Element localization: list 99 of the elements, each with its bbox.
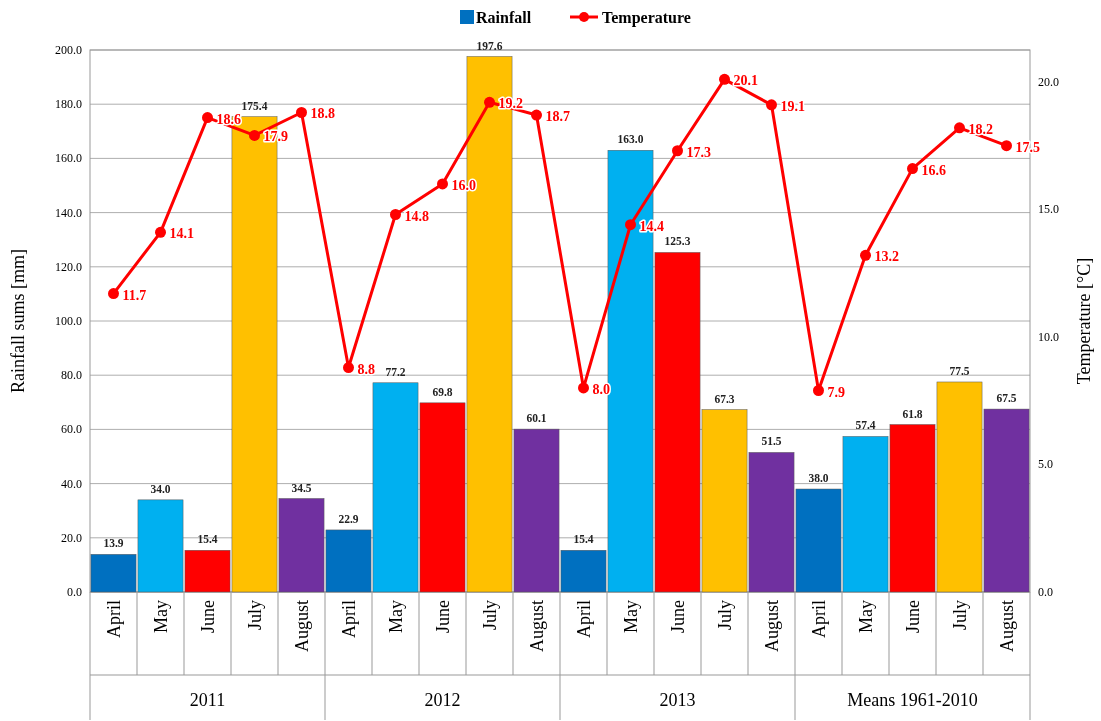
x-tick-label: June bbox=[197, 600, 218, 633]
x-tick-label: July bbox=[479, 600, 500, 631]
x-tick-label: August bbox=[996, 600, 1017, 653]
x-tick-label: June bbox=[667, 600, 688, 633]
data-label: 19.1 bbox=[780, 98, 805, 114]
data-label: 197.6 bbox=[476, 39, 503, 52]
y-tick-label: 160.0 bbox=[55, 151, 82, 166]
data-label: 69.8 bbox=[432, 385, 453, 398]
data-label: 13.9 bbox=[103, 537, 124, 550]
point bbox=[860, 249, 871, 261]
x-tick-label: July bbox=[244, 600, 265, 631]
y2-axis-title: Temperature [°C] bbox=[1074, 257, 1094, 385]
y-tick-label: 180.0 bbox=[55, 97, 82, 112]
x-tick-label: June bbox=[432, 600, 453, 633]
x-tick-label: June bbox=[902, 600, 923, 633]
data-label: 34.5 bbox=[291, 481, 312, 494]
data-label: 15.4 bbox=[197, 533, 218, 546]
data-label: 60.1 bbox=[526, 412, 547, 425]
data-label: 67.3 bbox=[714, 392, 735, 405]
data-label: 11.7 bbox=[122, 287, 147, 303]
y2-tick-label: 15.0 bbox=[1038, 202, 1059, 217]
y-tick-label: 100.0 bbox=[55, 314, 82, 328]
point bbox=[578, 382, 589, 394]
y-tick-label: 0.0 bbox=[67, 585, 82, 599]
x-tick-label: July bbox=[949, 600, 970, 631]
data-label: 77.5 bbox=[949, 364, 970, 377]
y-tick-label: 80.0 bbox=[61, 368, 82, 383]
point bbox=[108, 288, 119, 300]
text: Means 1961-2010 bbox=[847, 690, 978, 710]
data-label: 57.4 bbox=[855, 419, 876, 432]
y-tick-label: 20.0 bbox=[61, 530, 82, 545]
x-tick-label: August bbox=[526, 600, 547, 653]
point bbox=[1001, 140, 1012, 152]
point bbox=[813, 385, 824, 396]
point bbox=[484, 96, 495, 108]
x-tick-label: May bbox=[150, 600, 171, 633]
x-tick-label: April bbox=[573, 600, 594, 638]
y-tick-label: 200.0 bbox=[55, 43, 82, 57]
y-tick-label: 60.0 bbox=[61, 422, 82, 437]
data-label: 51.5 bbox=[761, 435, 782, 448]
data-label: 8.8 bbox=[357, 361, 375, 377]
data-label: 17.3 bbox=[686, 144, 711, 160]
x-tick-label: April bbox=[808, 600, 829, 638]
data-label: 13.2 bbox=[874, 249, 899, 265]
y2-tick-label: 0.0 bbox=[1038, 585, 1053, 599]
data-label: 17.5 bbox=[1015, 139, 1040, 155]
x-tick-label: April bbox=[103, 600, 124, 638]
point bbox=[625, 219, 636, 231]
x-tick-label: August bbox=[291, 600, 312, 653]
point bbox=[390, 209, 401, 221]
y-tick-label: 40.0 bbox=[61, 476, 82, 491]
point bbox=[202, 112, 213, 124]
point bbox=[672, 145, 683, 157]
point bbox=[531, 109, 542, 121]
data-label: 163.0 bbox=[617, 133, 644, 146]
data-label: 125.3 bbox=[664, 235, 691, 248]
data-label: 38.0 bbox=[808, 472, 829, 485]
x-tick-label: May bbox=[855, 600, 876, 633]
y-tick-label: 140.0 bbox=[55, 205, 82, 220]
data-label: 19.2 bbox=[498, 96, 523, 112]
x-tick-label: July bbox=[714, 600, 735, 631]
point bbox=[437, 178, 448, 190]
data-label: 61.8 bbox=[902, 407, 923, 420]
point bbox=[249, 129, 260, 141]
text: 2013 bbox=[659, 690, 696, 710]
x-tick-label: May bbox=[620, 600, 641, 633]
legend-label: Temperature bbox=[602, 9, 691, 27]
text: 2011 bbox=[189, 690, 226, 710]
point bbox=[296, 106, 307, 118]
y2-tick-label: 10.0 bbox=[1038, 329, 1059, 344]
data-label: 18.8 bbox=[310, 106, 335, 122]
text: 2012 bbox=[424, 690, 461, 710]
x-tick-label: August bbox=[761, 600, 782, 653]
data-label: 34.0 bbox=[150, 482, 171, 495]
point bbox=[719, 73, 730, 85]
x-tick-label: May bbox=[385, 600, 406, 633]
data-label: 15.4 bbox=[573, 533, 594, 546]
y2-tick-label: 5.0 bbox=[1038, 457, 1053, 472]
data-label: 18.2 bbox=[968, 121, 993, 137]
data-label: 14.1 bbox=[169, 226, 194, 242]
x-tick-label: April bbox=[338, 600, 359, 638]
point bbox=[155, 226, 166, 238]
data-label: 67.5 bbox=[996, 392, 1017, 405]
point bbox=[954, 122, 965, 134]
point bbox=[907, 163, 918, 175]
data-label: 20.1 bbox=[733, 73, 758, 89]
point bbox=[766, 99, 777, 111]
legend-label: Rainfall bbox=[476, 9, 532, 26]
y-axis-title: Rainfall sums [mm] bbox=[8, 249, 28, 393]
y-tick-label: 120.0 bbox=[55, 259, 82, 274]
data-label: 77.2 bbox=[385, 365, 406, 378]
point bbox=[343, 362, 354, 374]
data-label: 14.8 bbox=[404, 208, 429, 224]
data-label: 175.4 bbox=[241, 99, 268, 112]
data-label: 18.7 bbox=[545, 109, 570, 125]
data-label: 16.6 bbox=[921, 162, 946, 178]
data-label: 22.9 bbox=[338, 512, 359, 525]
y2-tick-label: 20.0 bbox=[1038, 74, 1059, 89]
data-label: 7.9 bbox=[827, 384, 845, 400]
